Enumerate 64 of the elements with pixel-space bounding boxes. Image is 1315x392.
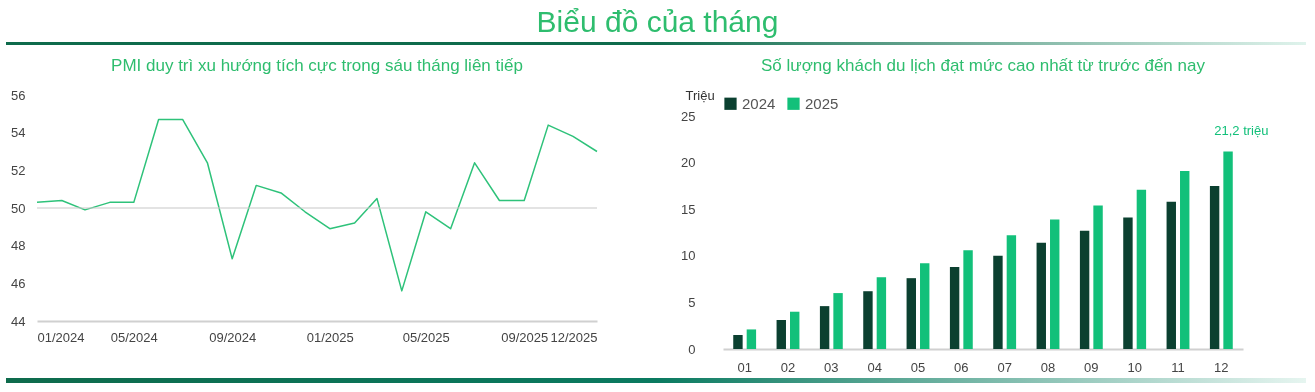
bar (1136, 189, 1147, 349)
x-tick-label: 03 (824, 359, 839, 375)
bar (1006, 235, 1017, 349)
text: Biểu đồ của tháng (535, 4, 780, 40)
y-tick-label: 20 (681, 155, 696, 171)
x-tick-label: 08 (1040, 359, 1056, 375)
y-tick-label: 0 (688, 341, 696, 357)
x-tick-label: 01/2024 (37, 329, 85, 345)
x-tick-label: 01/2025 (306, 329, 354, 345)
bar (949, 266, 960, 349)
x-tick-label: 12 (1214, 359, 1229, 375)
bar (1180, 170, 1190, 349)
bar (993, 255, 1003, 349)
bar (1079, 230, 1090, 349)
bar (1093, 205, 1103, 349)
x-tick-label: 05 (910, 359, 926, 375)
bar (963, 250, 973, 349)
bar (733, 335, 743, 349)
y-tick-label: 10 (681, 248, 696, 264)
x-tick-label: 09/2025 (501, 329, 549, 345)
x-tick-label: 05/2025 (402, 329, 450, 345)
y-tick-label: 52 (11, 162, 26, 178)
chart-title: PMI duy trì xu hướng tích cực trong sáu tháng liên tiếp (111, 56, 523, 75)
x-tick-label: 06 (954, 359, 969, 375)
x-tick-label: 09/2024 (209, 329, 257, 345)
y-tick-label: 50 (11, 200, 26, 216)
y-tick-label: 5 (688, 294, 696, 310)
x-tick-label: 09 (1084, 359, 1099, 375)
legend-label: 2024 (742, 94, 776, 112)
annotation: 21,2 triệu (1214, 123, 1269, 139)
y-tick-label: 54 (11, 125, 26, 141)
y-tick-label: 56 (11, 87, 26, 103)
y-tick-label: 46 (11, 275, 26, 291)
line-series (36, 118, 598, 292)
y-axis-title: Triệu (685, 87, 715, 103)
bar (1166, 201, 1176, 349)
bar (1036, 242, 1046, 349)
bar (819, 306, 830, 349)
y-tick-label: 25 (681, 108, 696, 124)
legend-label: 2025 (805, 94, 839, 112)
y-tick-label: 44 (11, 313, 26, 329)
x-tick-label: 05/2024 (110, 329, 158, 345)
bar (863, 291, 873, 349)
y-tick-label: 15 (681, 201, 696, 217)
bar (776, 320, 786, 349)
x-tick-label: 12/2025 (550, 329, 598, 345)
bar (1223, 151, 1233, 349)
x-tick-label: 01 (737, 359, 752, 375)
bar (1050, 219, 1060, 349)
y-tick-label: 48 (11, 238, 26, 254)
chart-title: Số lượng khách du lịch đạt mức cao nhất từ trước đến nay (761, 56, 1206, 75)
x-tick-label: 04 (867, 359, 882, 375)
bar (746, 329, 757, 349)
x-tick-label: 11 (1171, 359, 1185, 375)
bar (1209, 185, 1220, 349)
bar (876, 277, 887, 349)
bar (906, 278, 916, 349)
bar (1123, 217, 1133, 349)
x-tick-label: 07 (997, 359, 1012, 375)
x-tick-label: 10 (1127, 359, 1142, 375)
bar (920, 263, 930, 349)
bar (833, 293, 843, 349)
bar (790, 311, 800, 349)
x-tick-label: 02 (780, 359, 796, 375)
